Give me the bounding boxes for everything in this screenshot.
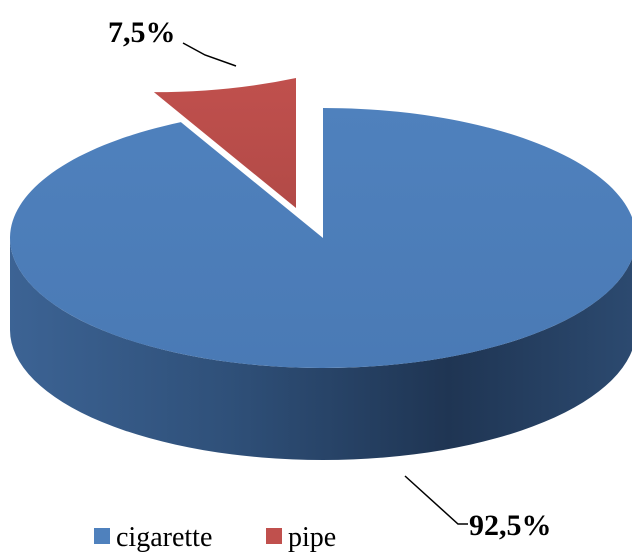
- data-label-pipe: 7,5%: [108, 16, 237, 67]
- slice-pipe-top: [153, 78, 296, 208]
- leader-line-pipe: [182, 42, 237, 67]
- legend-label-cigarette: cigarette: [116, 522, 212, 553]
- slice-cigarette: [10, 108, 632, 460]
- legend: cigarette pipe: [94, 522, 336, 553]
- pie-labels-layer: 7,5% 92,5%: [108, 16, 552, 542]
- legend-swatch-pipe: [266, 528, 282, 544]
- legend-swatch-cigarette: [94, 528, 110, 544]
- data-label-cigarette: 92,5%: [404, 475, 552, 542]
- data-label-text-cigarette: 92,5%: [469, 509, 552, 542]
- slice-cigarette-side: [10, 238, 632, 460]
- legend-item-cigarette: cigarette: [94, 522, 212, 553]
- data-label-text-pipe: 7,5%: [108, 16, 176, 49]
- slice-cigarette-top: [10, 108, 632, 368]
- pie-slices-layer: [10, 78, 632, 460]
- legend-item-pipe: pipe: [266, 522, 336, 553]
- legend-label-pipe: pipe: [288, 522, 336, 553]
- slice-pipe: [153, 78, 296, 208]
- leader-line-cigarette: [404, 475, 468, 525]
